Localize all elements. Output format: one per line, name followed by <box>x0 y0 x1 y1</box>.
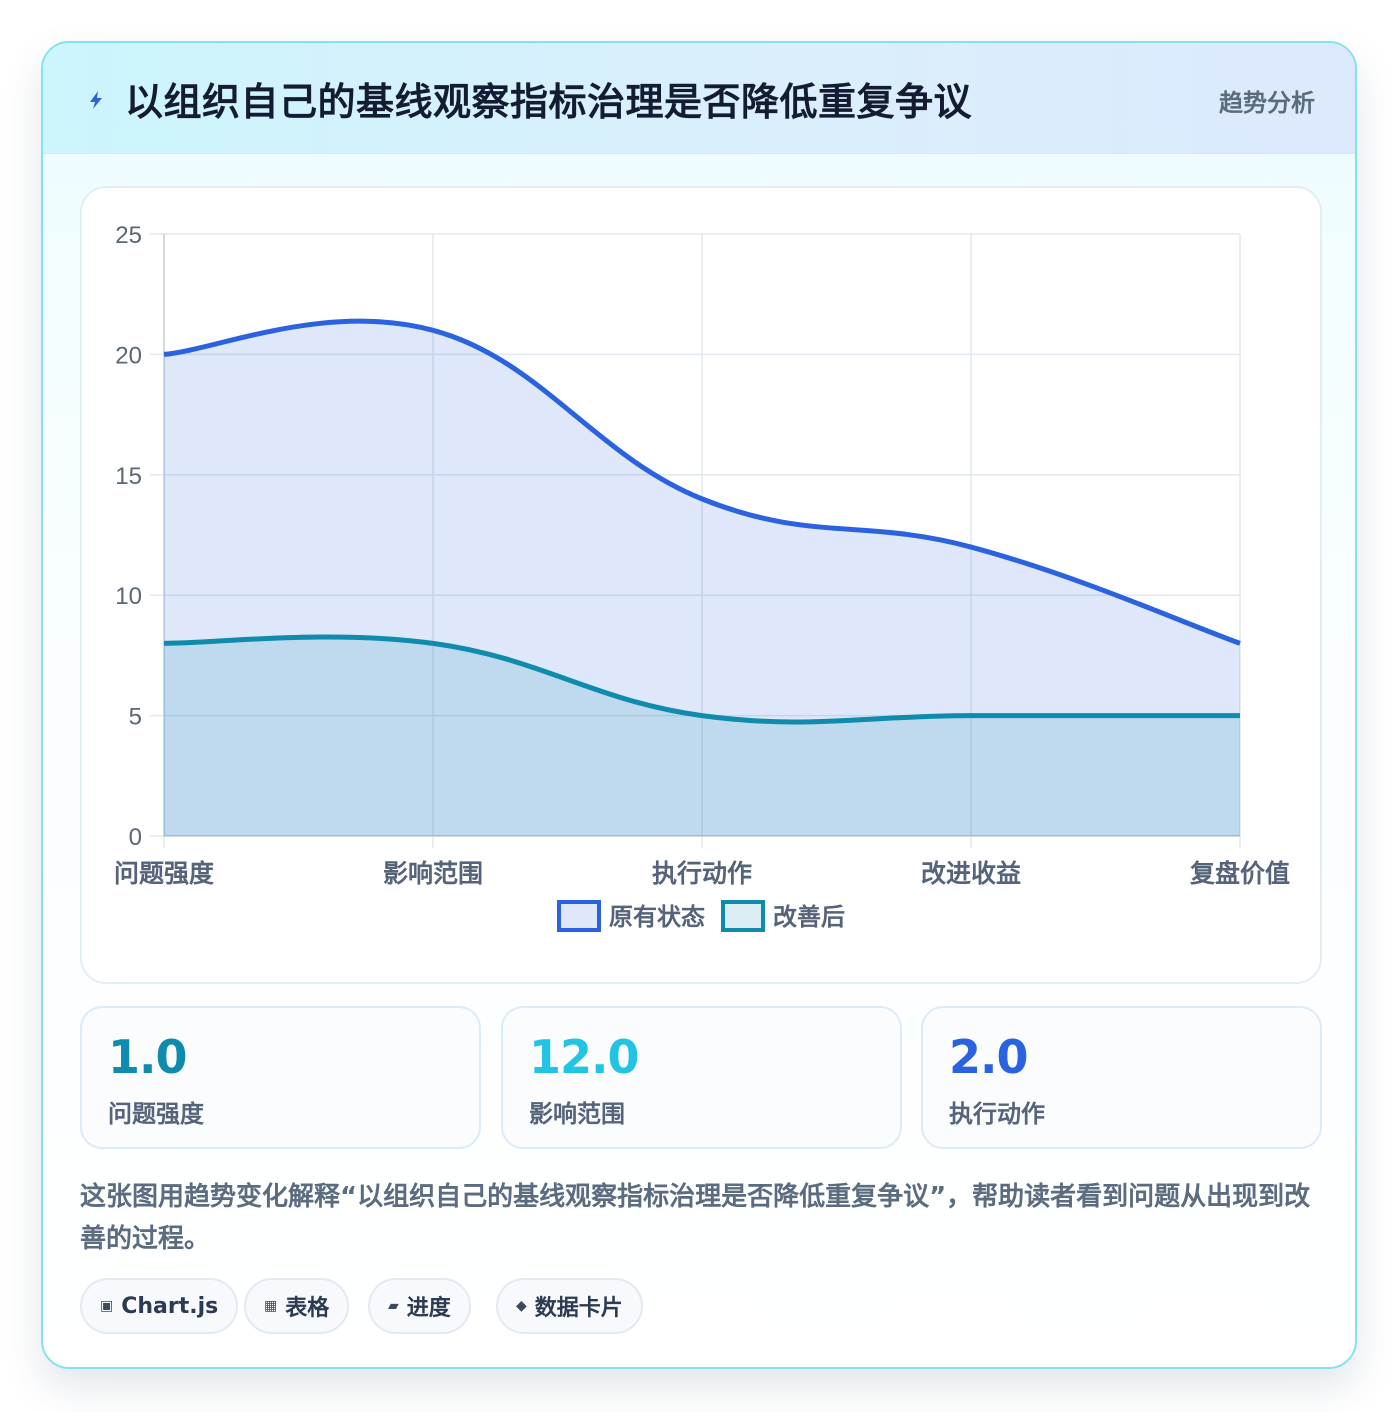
y-tick-label: 10 <box>115 583 142 610</box>
stat-label: 问题强度 <box>108 1100 204 1128</box>
x-tick-label: 改进收益 <box>921 859 1021 888</box>
x-tick-label: 执行动作 <box>652 859 752 888</box>
legend-label: 改善后 <box>773 903 845 931</box>
chip-table[interactable]: ▦ 表格 <box>244 1278 350 1334</box>
y-tick-label: 0 <box>129 824 142 851</box>
stat-label: 影响范围 <box>529 1100 625 1128</box>
chart-description: 这张图用趋势变化解释“以组织自己的基线观察指标治理是否降低重复争议”，帮助读者看… <box>80 1182 1311 1254</box>
y-tick-label: 20 <box>115 342 142 369</box>
x-tick-label: 问题强度 <box>114 859 214 888</box>
stat-card-problem-intensity: 1.0 问题强度 <box>80 1006 481 1149</box>
stat-card-impact-scope: 12.0 影响范围 <box>501 1006 902 1149</box>
card-header: 以组织自己的基线观察指标治理是否降低重复争议 趋势分析 <box>43 43 1355 154</box>
legend-swatch <box>721 900 765 932</box>
stat-card-execution: 2.0 执行动作 <box>921 1006 1322 1149</box>
y-tick-label: 5 <box>129 704 142 731</box>
chip-label: 进度 <box>406 1296 451 1321</box>
table-icon: ▦ <box>264 1298 278 1314</box>
stat-label: 执行动作 <box>949 1100 1045 1128</box>
chip-chartjs[interactable]: ▣ Chart.js <box>80 1278 239 1334</box>
x-tick-label: 复盘价值 <box>1190 859 1290 888</box>
chip-data-card[interactable]: ◆ 数据卡片 <box>496 1278 643 1334</box>
series-area-1 <box>164 321 1240 836</box>
chart-card: 以组织自己的基线观察指标治理是否降低重复争议 趋势分析 0 5 10 15 20 25 问题… <box>41 41 1357 1369</box>
chip-label: 表格 <box>285 1296 330 1321</box>
lightning-icon <box>90 91 102 109</box>
stat-value: 12.0 <box>529 1030 639 1084</box>
y-tick-label: 15 <box>115 463 142 490</box>
chart-icon: ▣ <box>100 1298 114 1314</box>
stat-value: 2.0 <box>949 1030 1028 1084</box>
chip-progress[interactable]: ▰ 进度 <box>368 1278 471 1334</box>
series-line-2 <box>163 634 1240 725</box>
analysis-tag: 趋势分析 <box>1219 89 1315 117</box>
chip-label: 数据卡片 <box>534 1296 623 1321</box>
y-tick-label: 25 <box>115 222 142 249</box>
legend-label: 原有状态 <box>609 903 705 931</box>
stat-value: 1.0 <box>108 1030 187 1084</box>
series-area-2 <box>164 636 1240 836</box>
page-title: 以组织自己的基线观察指标治理是否降低重复争议 <box>125 80 973 124</box>
progress-icon: ▰ <box>388 1298 399 1314</box>
series-line-1 <box>163 318 1241 646</box>
chip-label: Chart.js <box>121 1293 219 1319</box>
legend-swatch <box>557 900 601 932</box>
card-icon: ◆ <box>516 1298 527 1314</box>
x-tick-label: 影响范围 <box>383 859 483 888</box>
chart-panel: 0 5 10 15 20 25 问题强度 影响范围 执行动作 改进收益 复盘价值原有状态 改善后 <box>80 186 1322 984</box>
